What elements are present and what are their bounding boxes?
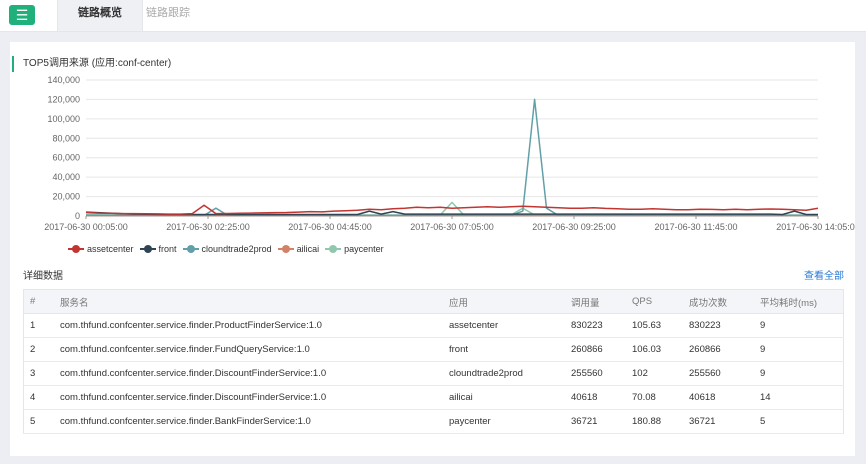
table-row: 5 com.thfund.confcenter.service.finder.Ba… [23,409,844,434]
row-index: 4 [23,385,54,410]
row-index: 2 [23,337,54,362]
chart-title: TOP5调用来源 (应用:conf-center) [12,56,171,72]
tab-link-overview[interactable]: 链路概览 [57,0,143,31]
success-count: 36721 [683,409,754,434]
legend-label: front [158,244,177,254]
app-name: front [443,337,565,362]
view-all-link[interactable]: 查看全部 [804,271,844,282]
service-name: com.thfund.confcenter.service.finder.Pro… [54,313,443,338]
app-name: assetcenter [443,313,565,338]
col-header-calls: 调用量 [565,289,626,314]
top-bar: ☰ 链路概览 链路跟踪 [0,0,866,32]
call-count: 830223 [565,313,626,338]
call-count: 36721 [565,409,626,434]
y-tick-label: 100,000 [47,114,80,124]
success-count: 830223 [683,313,754,338]
legend-swatch-icon [139,244,156,254]
col-header-avg-time: 平均耗时(ms) [754,289,844,314]
qps-value: 70.08 [626,385,683,410]
avg-time: 9 [754,313,844,338]
avg-time: 9 [754,337,844,362]
legend-item[interactable]: paycenter [325,242,384,256]
avg-time: 14 [754,385,844,410]
call-count: 260866 [565,337,626,362]
call-count: 255560 [565,361,626,386]
series-line-cloundtrade2prod [85,98,818,217]
y-tick-label: 0 [75,211,80,221]
app-name: ailicai [443,385,565,410]
table-row: 3 com.thfund.confcenter.service.finder.Di… [23,361,844,386]
legend-item[interactable]: cloundtrade2prod [182,242,272,256]
overview-card: TOP5调用来源 (应用:conf-center) 140,000 120,000… [10,42,855,456]
col-header-app: 应用 [443,289,565,314]
col-header-qps: QPS [626,289,683,314]
service-name: com.thfund.confcenter.service.finder.Ban… [54,409,443,434]
table-row: 4 com.thfund.confcenter.service.finder.Di… [23,385,844,410]
qps-value: 106.03 [626,337,683,362]
qps-value: 105.63 [626,313,683,338]
menu-icon[interactable]: ☰ [9,5,35,25]
y-tick-label: 60,000 [52,153,80,163]
y-tick-label: 80,000 [52,133,80,143]
x-tick-label: 2017-06-30 14:05:00 [776,222,855,232]
legend-swatch-icon [325,244,342,254]
service-name: com.thfund.confcenter.service.finder.Fun… [54,337,443,362]
x-tick-label: 2017-06-30 11:45:00 [655,222,738,232]
x-tick-label: 2017-06-30 07:05:00 [410,222,494,232]
row-index: 1 [23,313,54,338]
col-header-success: 成功次数 [683,289,754,314]
avg-time: 5 [754,409,844,434]
avg-time: 9 [754,361,844,386]
app-name: paycenter [443,409,565,434]
x-tick-label: 2017-06-30 02:25:00 [166,222,250,232]
line-chart: 140,000 120,000 100,000 80,000 60,000 40,000 2… [44,75,855,232]
legend-swatch-icon [68,244,84,254]
col-header-index: # [23,289,54,314]
success-count: 40618 [683,385,754,410]
row-index: 5 [23,409,54,434]
y-tick-label: 120,000 [47,94,80,104]
legend-label: paycenter [344,244,384,254]
qps-value: 180.88 [626,409,683,434]
y-tick-label: 140,000 [47,75,80,85]
chart-legend: assetcenter front cloundtrade2prod ailicai p… [68,242,384,256]
legend-item[interactable]: assetcenter [68,242,134,256]
x-tick-label: 2017-06-30 04:45:00 [288,222,372,232]
legend-item[interactable]: ailicai [277,242,320,256]
legend-label: assetcenter [87,244,134,254]
table-row: 1 com.thfund.confcenter.service.finder.Pr… [23,313,844,338]
call-count: 40618 [565,385,626,410]
x-tick-label: 2017-06-30 09:25:00 [532,222,616,232]
legend-label: cloundtrade2prod [201,244,272,254]
service-name: com.thfund.confcenter.service.finder.Dis… [54,385,443,410]
details-table: # 服务名 应用 调用量 QPS 成功次数 平均耗时(ms) 1 com.thfu… [23,289,844,434]
legend-item[interactable]: front [139,242,177,256]
qps-value: 102 [626,361,683,386]
service-name: com.thfund.confcenter.service.finder.Dis… [54,361,443,386]
series-line-assetcenter [85,204,819,215]
success-count: 255560 [683,361,754,386]
table-header-row: # 服务名 应用 调用量 QPS 成功次数 平均耗时(ms) [23,289,844,314]
legend-swatch-icon [182,244,199,254]
x-tick-label: 2017-06-30 00:05:00 [44,222,128,232]
table-row: 2 com.thfund.confcenter.service.finder.Fu… [23,337,844,362]
app-name: cloundtrade2prod [443,361,565,386]
success-count: 260866 [683,337,754,362]
tab-link-trace[interactable]: 链路跟踪 [146,7,190,19]
col-header-service: 服务名 [54,289,443,314]
legend-swatch-icon [277,244,294,254]
y-tick-label: 20,000 [52,192,80,202]
series-line-front [85,210,818,216]
details-label: 详细数据 [23,271,63,282]
row-index: 3 [23,361,54,386]
legend-label: ailicai [296,244,320,254]
y-tick-label: 40,000 [52,172,80,182]
